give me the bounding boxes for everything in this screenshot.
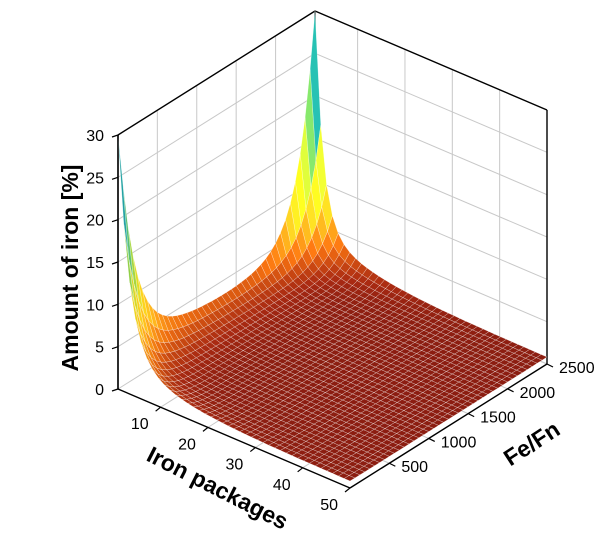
x-axis-ticks: 10 20 30 40 50	[131, 406, 351, 514]
x-tick-label: 50	[320, 497, 338, 514]
y-tick-label: 1000	[441, 434, 477, 451]
grid-line	[117, 179, 316, 305]
z-tick-mark	[111, 219, 119, 223]
surface-mesh	[117, 10, 548, 482]
surface-patch	[343, 475, 356, 482]
grid-line	[314, 137, 548, 238]
x-tick-mark	[249, 447, 256, 453]
y-tick-label: 2000	[520, 385, 556, 402]
x-axis-title: Iron packages	[143, 441, 293, 534]
z-tick-label: 25	[86, 170, 104, 187]
y-tick-mark	[507, 388, 514, 393]
y-tick-label: 1500	[480, 410, 516, 427]
z-tick-mark	[111, 261, 119, 265]
z-axis-ticks: 0 5 10 15 20 25 30	[86, 128, 119, 399]
z-axis-title: Amount of iron [%]	[57, 165, 83, 372]
x-tick-label: 40	[273, 477, 291, 494]
grid-line	[117, 95, 316, 221]
z-tick-mark	[111, 346, 119, 350]
x-tick-label: 20	[178, 436, 196, 453]
box-edge	[117, 10, 316, 136]
z-tick-mark	[111, 176, 119, 180]
z-tick-mark	[111, 303, 119, 307]
y-tick-label: 500	[401, 459, 428, 476]
x-tick-mark	[344, 487, 351, 493]
y-tick-label: 2500	[559, 360, 595, 377]
z-tick-mark	[111, 134, 119, 138]
z-tick-label: 10	[86, 297, 104, 314]
y-tick-mark	[467, 413, 475, 418]
y-axis-line	[349, 363, 548, 489]
grid-line	[314, 95, 548, 196]
z-tick-label: 30	[86, 128, 104, 145]
x-tick-mark	[155, 406, 161, 412]
x-tick-label: 30	[226, 457, 244, 474]
z-tick-label: 20	[86, 213, 104, 230]
grid-line	[314, 222, 548, 323]
grid-line	[314, 52, 548, 153]
z-tick-label: 5	[95, 340, 104, 357]
z-tick-mark	[111, 388, 119, 392]
y-tick-mark	[389, 462, 396, 467]
x-tick-mark	[202, 426, 209, 432]
x-tick-mark	[297, 467, 304, 473]
grid-line	[117, 52, 316, 178]
z-tick-label: 15	[86, 255, 104, 272]
z-tick-label: 0	[95, 382, 104, 399]
grid-line	[314, 179, 548, 280]
grid-line	[117, 137, 316, 263]
x-tick-label: 10	[131, 416, 149, 433]
surface-patch	[117, 134, 129, 259]
y-tick-mark	[428, 437, 436, 442]
y-tick-mark	[546, 363, 554, 368]
box-edge	[314, 10, 548, 111]
x-axis-line	[117, 388, 351, 489]
